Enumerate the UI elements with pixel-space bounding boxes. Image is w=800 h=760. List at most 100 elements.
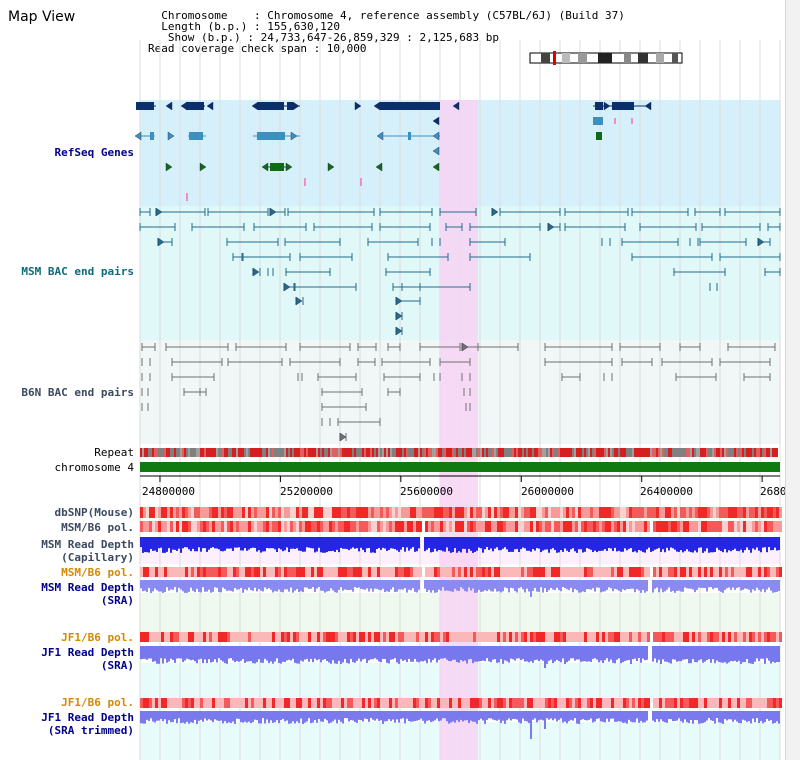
heat-cell	[596, 507, 599, 518]
depth-bar	[610, 711, 612, 719]
heat-cell	[239, 507, 242, 518]
depth-bar	[174, 580, 176, 588]
heat-cell	[185, 521, 188, 532]
track-label-b6n-bac[interactable]: B6N BAC end pairs	[21, 386, 134, 399]
heat-cell	[686, 507, 689, 518]
depth-bar	[772, 537, 774, 550]
heat-cell	[488, 507, 491, 518]
info-coverage-span: Read coverage check span : 10,000	[148, 42, 367, 55]
repeat-block	[702, 448, 704, 457]
repeat-block	[304, 448, 306, 457]
depth-bar	[304, 580, 306, 588]
depth-bar	[622, 711, 624, 723]
depth-bar	[506, 711, 508, 721]
heat-cell	[611, 632, 614, 642]
depth-bar	[388, 580, 390, 592]
heat-cell	[317, 698, 320, 708]
repeat-block	[560, 448, 562, 457]
repeat-block	[764, 448, 766, 457]
heat-cell	[503, 507, 506, 518]
heat-cell	[212, 632, 215, 642]
heat-cell	[332, 567, 335, 577]
depth-bar	[228, 537, 230, 549]
msm-bac-end-pair-features[interactable]	[139, 207, 781, 336]
repeat-block	[264, 448, 266, 457]
heat-cell	[743, 507, 746, 518]
chromosome-ideogram[interactable]	[529, 51, 683, 65]
track-label-refseq[interactable]: RefSeq Genes	[54, 146, 134, 159]
depth-bar	[774, 537, 776, 548]
heat-cell	[212, 567, 215, 577]
heat-cell	[266, 521, 269, 532]
depth-bar	[504, 537, 506, 548]
repeat-block	[744, 448, 746, 457]
heat-cell	[527, 507, 530, 518]
heat-cell	[611, 521, 614, 532]
depth-bar	[662, 711, 664, 722]
heat-cell	[398, 567, 401, 577]
heat-cell	[143, 567, 146, 577]
heat-cell	[434, 521, 437, 532]
depth-bar	[388, 646, 390, 664]
depth-bar	[364, 711, 366, 719]
b6n-bac-end-pair-features[interactable]	[141, 342, 776, 442]
heat-cell	[716, 567, 719, 577]
vertical-scrollbar[interactable]	[785, 0, 800, 760]
repeat-block	[338, 448, 340, 457]
heat-cell	[692, 507, 695, 518]
depth-bar	[596, 711, 598, 719]
repeat-block	[592, 448, 594, 457]
depth-bar	[740, 711, 742, 724]
heat-cell	[368, 632, 371, 642]
heat-cell	[257, 698, 260, 708]
repeat-block	[776, 448, 778, 457]
heat-cell	[755, 567, 758, 577]
heat-cell	[353, 521, 356, 532]
heat-cell	[278, 521, 281, 532]
heat-cell	[767, 698, 770, 708]
repeat-block	[286, 448, 288, 457]
heat-cell	[248, 507, 251, 518]
depth-bar	[604, 580, 606, 592]
heat-cell	[152, 698, 155, 708]
heat-cell	[731, 521, 734, 532]
heat-cell	[767, 632, 770, 642]
depth-bar	[172, 711, 174, 723]
heat-cell	[167, 698, 170, 708]
depth-bar	[534, 711, 536, 719]
depth-bar	[258, 711, 260, 724]
depth-bar	[428, 711, 430, 721]
depth-bar	[226, 711, 228, 724]
depth-bar	[240, 646, 242, 661]
heat-cell	[707, 567, 710, 577]
heat-cell	[368, 698, 371, 708]
heat-cell	[377, 632, 380, 642]
track-label-msm-bac[interactable]: MSM BAC end pairs	[21, 265, 134, 278]
depth-bar	[216, 537, 218, 549]
depth-bar	[352, 646, 354, 663]
repeat-block	[644, 448, 646, 457]
heat-cell	[257, 567, 260, 577]
heat-cell	[248, 567, 251, 577]
repeat-block	[548, 448, 550, 457]
refseq-gene-features[interactable]	[134, 101, 652, 201]
depth-bar	[486, 711, 488, 720]
depth-bar	[450, 580, 452, 592]
depth-bar	[456, 646, 458, 662]
heat-cell	[140, 567, 143, 577]
heat-cell	[428, 632, 431, 642]
depth-bar	[404, 537, 406, 552]
heat-cell	[659, 698, 662, 708]
repeat-block	[284, 448, 286, 457]
depth-bar	[568, 711, 570, 722]
depth-bar	[304, 537, 306, 552]
depth-bar	[774, 711, 776, 723]
heat-cell	[371, 521, 374, 532]
depth-bar	[424, 711, 426, 724]
repeat-block	[298, 448, 300, 457]
heat-cell	[557, 698, 560, 708]
depth-bar	[432, 646, 434, 660]
depth-bar	[542, 580, 544, 593]
depth-bar	[730, 711, 732, 720]
